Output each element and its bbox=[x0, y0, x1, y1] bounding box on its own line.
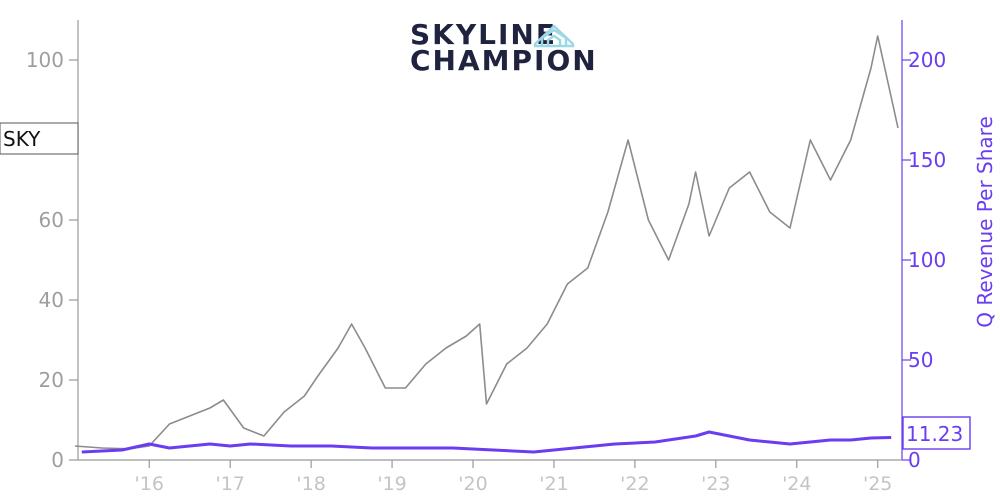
x-tick-label: '16 bbox=[135, 473, 164, 495]
revenue-series-line bbox=[81, 430, 892, 454]
x-tick-label: '22 bbox=[620, 473, 649, 495]
left-tick-label: 0 bbox=[51, 448, 64, 472]
x-tick-label: '23 bbox=[701, 473, 730, 495]
left-y-axis: 0 20 40 60 100 bbox=[26, 20, 79, 472]
x-tick-label: '24 bbox=[782, 473, 811, 495]
x-tick-label: '17 bbox=[215, 473, 244, 495]
left-tick-label: 100 bbox=[26, 48, 64, 72]
house-logo-icon bbox=[533, 24, 575, 48]
x-tick-label: '20 bbox=[458, 473, 487, 495]
ticker-box-frame bbox=[0, 122, 79, 155]
right-axis-label: Q Revenue Per Share bbox=[973, 116, 997, 328]
last-value-frame bbox=[902, 416, 971, 450]
left-tick-label: 40 bbox=[39, 288, 64, 312]
ticker-box: SKY bbox=[0, 122, 79, 155]
ticker-label: SKY bbox=[3, 127, 41, 151]
right-tick-label: 0 bbox=[908, 448, 921, 472]
right-tick-label: 100 bbox=[908, 248, 946, 272]
right-tick-label: 150 bbox=[908, 148, 946, 172]
last-value-box: 11.23 bbox=[902, 416, 971, 450]
last-value-label: 11.23 bbox=[906, 422, 963, 446]
logo-line-2: CHAMPION bbox=[410, 44, 598, 77]
right-tick-label: 50 bbox=[908, 348, 933, 372]
x-tick-label: '18 bbox=[296, 473, 325, 495]
right-tick-label: 200 bbox=[908, 48, 946, 72]
x-axis: '16 '17 '18 '19 '20 '21 '22 '23 '24 '25 bbox=[78, 459, 902, 495]
company-logo: SKYLINE CHAMPION bbox=[410, 18, 598, 77]
logo-line-1: SKYLINE bbox=[410, 18, 557, 51]
x-tick-label: '21 bbox=[539, 473, 568, 495]
right-y-axis: 0 50 100 150 200 Q Revenue Per Share bbox=[901, 20, 997, 472]
x-tick-label: '19 bbox=[377, 473, 406, 495]
left-tick-label: 20 bbox=[39, 368, 64, 392]
left-tick-label: 60 bbox=[39, 208, 64, 232]
price-series-line bbox=[74, 35, 899, 450]
x-tick-label: '25 bbox=[863, 473, 892, 495]
